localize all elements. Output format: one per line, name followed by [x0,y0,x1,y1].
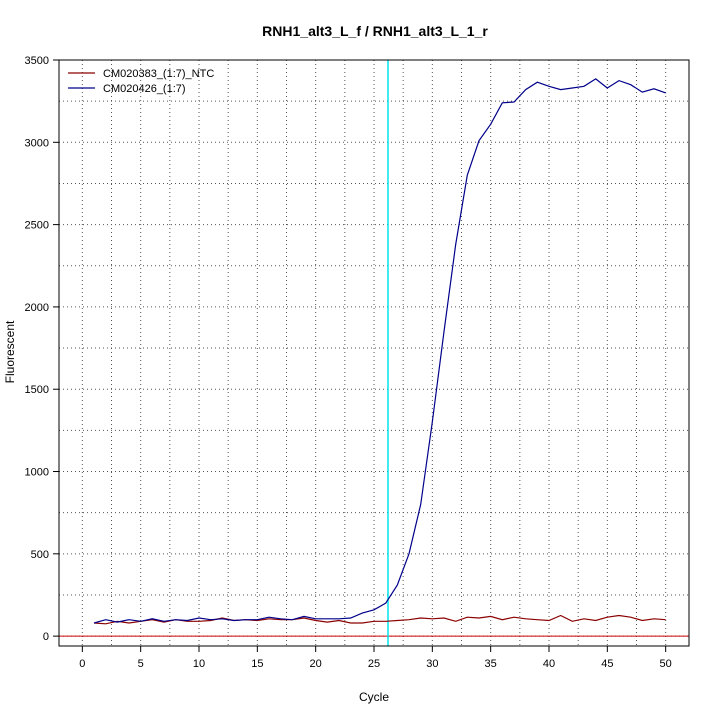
y-tick-label: 500 [31,549,49,561]
y-tick-label: 3500 [25,55,49,67]
x-tick-label: 40 [543,658,555,670]
y-axis-label: Fluorescent [3,320,17,383]
y-tick-label: 2000 [25,302,49,314]
chart-title: RNH1_alt3_L_f / RNH1_alt3_L_1_r [262,23,488,39]
x-tick-label: 15 [251,658,263,670]
series-line-2 [93,78,666,624]
legend-label: CM020426_(1:7) [103,83,186,95]
x-tick-label: 10 [193,658,205,670]
y-tick-label: 1500 [25,384,49,396]
series-line-1 [93,614,666,625]
y-tick-label: 0 [43,631,49,643]
x-tick-label: 50 [660,658,672,670]
x-tick-label: 30 [426,658,438,670]
y-axis: 0 500 1000 1500 2000 2500 3000 3500 [25,55,59,643]
x-tick-label: 5 [138,658,144,670]
x-tick-label: 25 [368,658,380,670]
legend-label: CM020383_(1:7)_NTC [103,68,214,80]
x-axis: 0 5 10 15 20 25 30 35 40 45 50 [79,646,672,670]
x-axis-label: Cycle [359,690,389,704]
series-lines [93,78,666,625]
legend: CM020383_(1:7)_NTC CM020426_(1:7) [68,68,214,95]
x-tick-label: 45 [601,658,613,670]
x-tick-label: 20 [310,658,322,670]
y-tick-label: 3000 [25,137,49,149]
grid-lines [59,59,689,646]
x-tick-label: 0 [79,658,85,670]
reference-lines [59,60,689,646]
y-tick-label: 2500 [25,220,49,232]
x-tick-label: 35 [485,658,497,670]
y-tick-label: 1000 [25,467,49,479]
